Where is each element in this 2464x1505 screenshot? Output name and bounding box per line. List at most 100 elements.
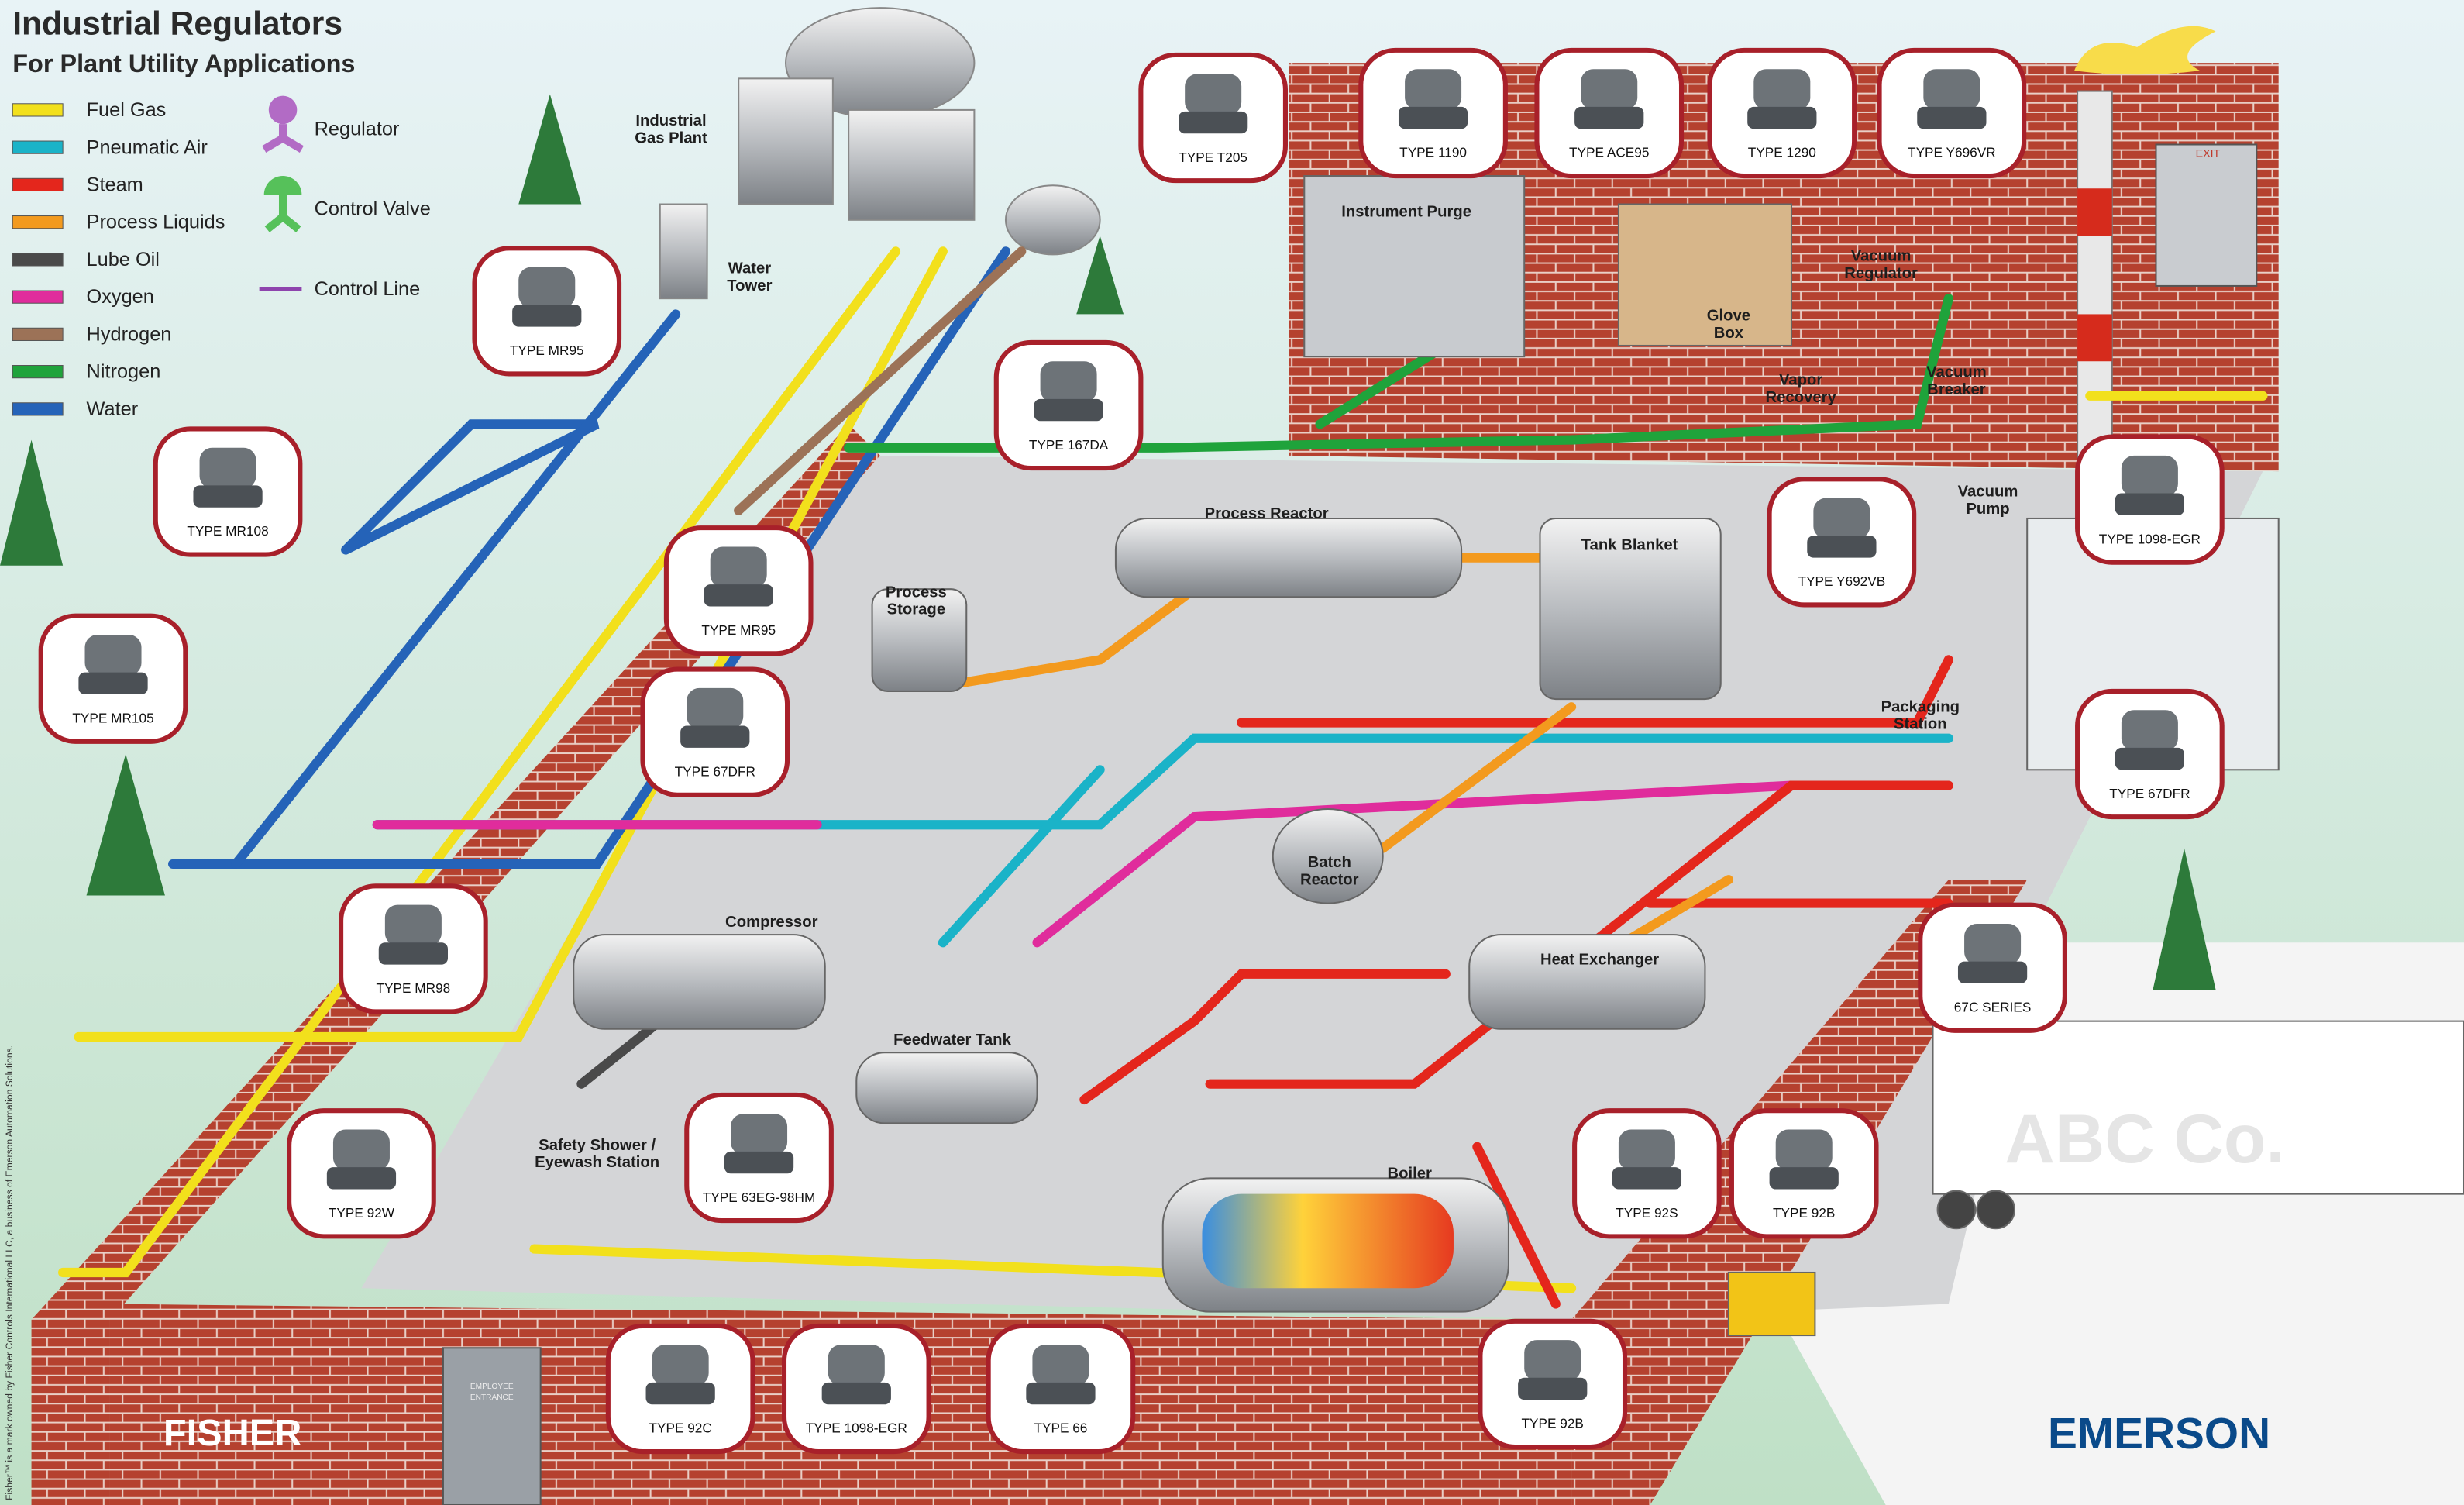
legend-symbol-label: Control Line bbox=[315, 278, 421, 300]
callout: TYPE Y692VB bbox=[1770, 479, 1915, 604]
legend-label: Water bbox=[87, 398, 139, 420]
legend-label: Lube Oil bbox=[87, 249, 160, 270]
area-label: Industrial bbox=[635, 112, 706, 129]
legend-label: Nitrogen bbox=[87, 361, 161, 383]
regulator-image bbox=[724, 1152, 793, 1173]
regulator-image bbox=[1917, 107, 1986, 129]
callout: TYPE T205 bbox=[1141, 55, 1285, 181]
area-label: Reactor bbox=[1300, 871, 1359, 888]
callout: TYPE 167DA bbox=[996, 343, 1141, 468]
regulator-image bbox=[1958, 962, 2027, 983]
regulator-image bbox=[1964, 924, 2021, 965]
callout: TYPE 92S bbox=[1574, 1111, 1719, 1236]
area-label: Vacuum bbox=[1851, 248, 1912, 265]
subtitle: For Plant Utility Applications bbox=[12, 50, 355, 77]
callout: TYPE 1190 bbox=[1361, 50, 1506, 176]
regulator-image bbox=[1612, 1167, 1681, 1189]
regulator-image bbox=[646, 1383, 715, 1404]
brand-emerson: EMERSON bbox=[2048, 1410, 2270, 1459]
regulator-image bbox=[1399, 107, 1468, 129]
regulator-image bbox=[1032, 1345, 1089, 1386]
callout-label: TYPE 167DA bbox=[1029, 437, 1109, 453]
callout: TYPE MR105 bbox=[41, 616, 186, 742]
callout: TYPE 67DFR bbox=[2077, 691, 2222, 817]
legend-swatch bbox=[12, 403, 63, 415]
stack-band bbox=[2077, 314, 2112, 361]
area-label: Storage bbox=[887, 601, 945, 618]
callout-label: TYPE 92S bbox=[1616, 1205, 1678, 1221]
regulator-image bbox=[1185, 74, 1241, 115]
regulator-image bbox=[828, 1345, 885, 1386]
smoke-stack bbox=[2077, 91, 2112, 469]
regulator-image bbox=[1581, 69, 1637, 110]
regulator-image bbox=[1034, 399, 1103, 421]
callout: TYPE 67DFR bbox=[642, 670, 787, 795]
callout: TYPE MR95 bbox=[666, 528, 811, 653]
regulator-image bbox=[1518, 1378, 1587, 1400]
regulator-image bbox=[1770, 1167, 1839, 1189]
callout: TYPE MR95 bbox=[474, 248, 619, 374]
trailer-text: ABC Co. bbox=[2005, 1100, 2285, 1177]
area-label: Water bbox=[728, 260, 772, 277]
legend-swatch bbox=[12, 178, 63, 191]
callout-label: TYPE T205 bbox=[1179, 150, 1247, 165]
regulator-image bbox=[822, 1383, 891, 1404]
callout-label: TYPE MR108 bbox=[187, 523, 268, 539]
entrance-sign: ENTRANCE bbox=[470, 1393, 514, 1402]
regulator-image bbox=[1807, 536, 1876, 557]
regulator-image bbox=[652, 1345, 709, 1386]
legend-symbol-label: Regulator bbox=[315, 118, 400, 139]
callout-label: TYPE MR98 bbox=[377, 980, 451, 996]
legend-label: Pneumatic Air bbox=[87, 136, 208, 158]
entrance-door bbox=[443, 1348, 541, 1505]
left-wall-base bbox=[32, 1320, 110, 1505]
regulator-image bbox=[379, 942, 448, 964]
legend-swatch bbox=[12, 104, 63, 116]
regulator-image bbox=[1179, 112, 1247, 133]
page: Industrial Regulators For Plant Utility … bbox=[0, 0, 2464, 1505]
regulator-image bbox=[518, 267, 575, 308]
regulator-image bbox=[85, 635, 142, 676]
area-label: Heat Exchanger bbox=[1540, 952, 1659, 969]
callout-label: TYPE MR95 bbox=[510, 343, 584, 358]
legend-swatch bbox=[12, 291, 63, 303]
callout: TYPE 92B bbox=[1480, 1321, 1625, 1447]
callout-label: TYPE 1290 bbox=[1748, 145, 1816, 160]
callout-label: TYPE Y696VR bbox=[1908, 145, 1996, 160]
regulator-image bbox=[200, 448, 256, 489]
area-label: Regulator bbox=[1844, 265, 1918, 282]
callout-label: TYPE Y692VB bbox=[1798, 573, 1886, 589]
entrance-sign: EMPLOYEE bbox=[470, 1383, 514, 1391]
regulator-image bbox=[1923, 69, 1980, 110]
callout: TYPE Y696VR bbox=[1880, 50, 2025, 176]
legend-swatch bbox=[12, 216, 63, 229]
regulator-image bbox=[1747, 107, 1816, 129]
legend-swatch bbox=[12, 366, 63, 378]
area-label: Safety Shower / bbox=[539, 1137, 656, 1154]
regulator-image bbox=[1524, 1340, 1581, 1381]
legend-label: Steam bbox=[87, 174, 143, 196]
area-label: Instrument Purge bbox=[1341, 204, 1471, 221]
stack-band bbox=[2077, 188, 2112, 236]
area-label: Compressor bbox=[725, 914, 818, 931]
area-label: Eyewash Station bbox=[535, 1154, 659, 1171]
callout-label: TYPE 67DFR bbox=[2109, 786, 2190, 801]
regulator-image bbox=[687, 688, 743, 729]
callout: TYPE MR98 bbox=[341, 886, 486, 1011]
regulator-image bbox=[2122, 456, 2178, 497]
area-label: Glove bbox=[1707, 308, 1750, 325]
callout: TYPE 66 bbox=[989, 1326, 1134, 1452]
callout: TYPE 92W bbox=[289, 1111, 434, 1236]
regulator-image bbox=[2115, 748, 2184, 770]
area-label: Vacuum bbox=[1926, 364, 1987, 381]
area-label: Process bbox=[886, 584, 947, 601]
area-label: Tower bbox=[727, 277, 772, 294]
area-label: Process Reactor bbox=[1205, 505, 1329, 522]
area-label: Recovery bbox=[1766, 389, 1837, 406]
illustration: Industrial Regulators For Plant Utility … bbox=[0, 0, 2464, 1505]
regulator-image bbox=[193, 485, 262, 507]
callout-label: TYPE MR95 bbox=[701, 622, 776, 638]
callout-label: TYPE 1190 bbox=[1399, 145, 1467, 160]
regulator-icon bbox=[269, 96, 298, 124]
callout: TYPE 63EG-98HM bbox=[687, 1095, 831, 1221]
